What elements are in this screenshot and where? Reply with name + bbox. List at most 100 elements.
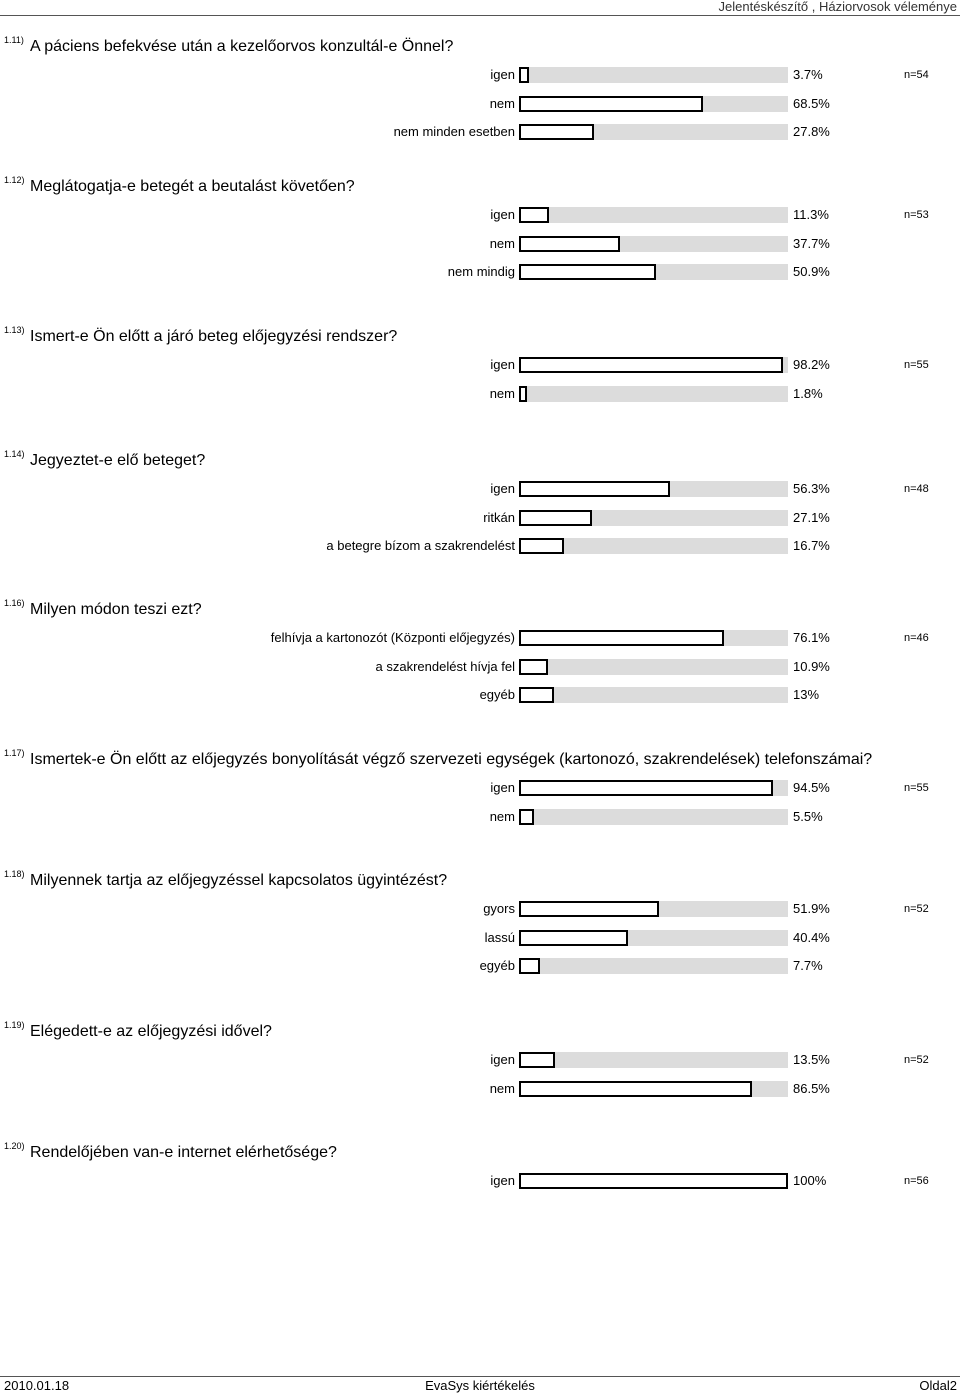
response-count: n=48 [904, 483, 929, 495]
percent-value: 1.8% [793, 385, 823, 401]
bar-fill [519, 1052, 555, 1068]
percent-value: 76.1% [793, 630, 830, 645]
option-label: a betegre bízom a szakrendelést [326, 538, 515, 553]
response-count: n=53 [904, 209, 929, 221]
question-number: 1.18) [4, 869, 25, 879]
bar-track [519, 929, 788, 946]
percent-value: 7.7% [793, 958, 823, 973]
option-label: nem [489, 95, 515, 111]
bar-track [519, 808, 788, 825]
bar-fill [519, 929, 628, 946]
percent-value: 13.5% [793, 1052, 830, 1067]
bar-track [519, 1080, 788, 1097]
percent-value: 56.3% [793, 481, 830, 496]
question-title: A páciens befekvése után a kezelőorvos k… [30, 38, 454, 55]
bar-track [519, 235, 788, 252]
response-count: n=56 [904, 1175, 929, 1187]
footer-center: EvaSys kiértékelés [425, 1378, 535, 1393]
question-title: Ismert-e Ön előtt a járó beteg előjegyzé… [30, 328, 398, 345]
question-title: Jegyeztet-e elő beteget? [30, 452, 206, 469]
question-title: Ismertek-e Ön előtt az előjegyzés bonyol… [30, 751, 873, 768]
percent-value: 40.4% [793, 929, 830, 945]
question-number: 1.14) [4, 449, 25, 459]
report-header: Jelentéskészítő , Háziorvosok véleménye [718, 0, 957, 14]
bar-fill [519, 808, 534, 825]
percent-value: 100% [793, 1173, 827, 1188]
percent-value: 5.5% [793, 808, 823, 824]
question-number: 1.17) [4, 748, 25, 758]
response-count: n=54 [904, 69, 929, 81]
option-label: igen [490, 207, 515, 222]
footer-page: Oldal2 [919, 1378, 957, 1393]
percent-value: 13% [793, 687, 820, 702]
bar-fill [519, 357, 783, 373]
percent-value: 37.7% [793, 235, 830, 251]
bar-fill [519, 385, 527, 402]
response-count: n=52 [904, 903, 929, 915]
bar-track [519, 1173, 788, 1189]
option-label: nem [489, 1080, 515, 1096]
option-label: igen [490, 481, 515, 496]
percent-value: 11.3% [793, 207, 829, 222]
bar-track [519, 958, 788, 974]
question-number: 1.20) [4, 1141, 25, 1151]
question-title: Milyennek tartja az előjegyzéssel kapcso… [30, 872, 448, 889]
bar-track [519, 385, 788, 402]
option-label: nem [489, 385, 515, 401]
question-title: Rendelőjében van-e internet elérhetősége… [30, 1144, 337, 1161]
response-count: n=55 [904, 359, 929, 371]
option-label: a szakrendelést hívja fel [375, 658, 515, 674]
option-label: igen [490, 67, 515, 82]
question-number: 1.12) [4, 175, 25, 185]
bar-fill [519, 481, 670, 497]
bar-fill [519, 687, 554, 703]
bar-fill [519, 901, 659, 917]
bar-track [519, 95, 788, 112]
bar-fill [519, 67, 529, 83]
bar-track [519, 1052, 788, 1068]
question-title: Meglátogatja-e betegét a beutalást követ… [30, 178, 355, 195]
bar-track [519, 780, 788, 796]
option-label: igen [490, 1173, 515, 1188]
option-label: lassú [484, 929, 515, 945]
response-count: n=55 [904, 782, 929, 794]
bar-fill [519, 958, 540, 974]
bar-fill [519, 1080, 752, 1097]
question-title: Elégedett-e az előjegyzési idővel? [30, 1023, 272, 1040]
bar-track [519, 124, 788, 140]
footer-date: 2010.01.18 [4, 1378, 70, 1393]
bar-track [519, 264, 788, 280]
percent-value: 68.5% [793, 95, 830, 111]
option-label: egyéb [479, 687, 515, 702]
bar-fill [519, 630, 724, 646]
percent-value: 86.5% [793, 1080, 830, 1096]
bar-fill [519, 235, 620, 252]
bar-track [519, 481, 788, 497]
bar-track [519, 630, 788, 646]
bar-fill [519, 95, 703, 112]
bar-track [519, 687, 788, 703]
option-label: igen [490, 357, 515, 372]
question-number: 1.19) [4, 1020, 25, 1030]
response-count: n=52 [904, 1054, 929, 1066]
bar-fill [519, 509, 592, 526]
question-title: Milyen módon teszi ezt? [30, 601, 202, 618]
option-label: igen [490, 1052, 515, 1067]
bar-fill [519, 207, 549, 223]
bar-track [519, 901, 788, 917]
option-label: nem minden esetben [393, 124, 515, 139]
header-divider [0, 15, 960, 16]
percent-value: 50.9% [793, 264, 830, 279]
bar-fill [519, 538, 564, 554]
option-label: nem [489, 808, 515, 824]
option-label: igen [490, 780, 515, 795]
bar-track [519, 509, 788, 526]
footer-divider [0, 1376, 960, 1377]
percent-value: 51.9% [793, 901, 830, 916]
bar-fill [519, 780, 773, 796]
percent-value: 27.8% [793, 124, 830, 139]
percent-value: 10.9% [793, 658, 830, 674]
option-label: nem [489, 235, 515, 251]
option-label: nem mindig [447, 264, 515, 279]
